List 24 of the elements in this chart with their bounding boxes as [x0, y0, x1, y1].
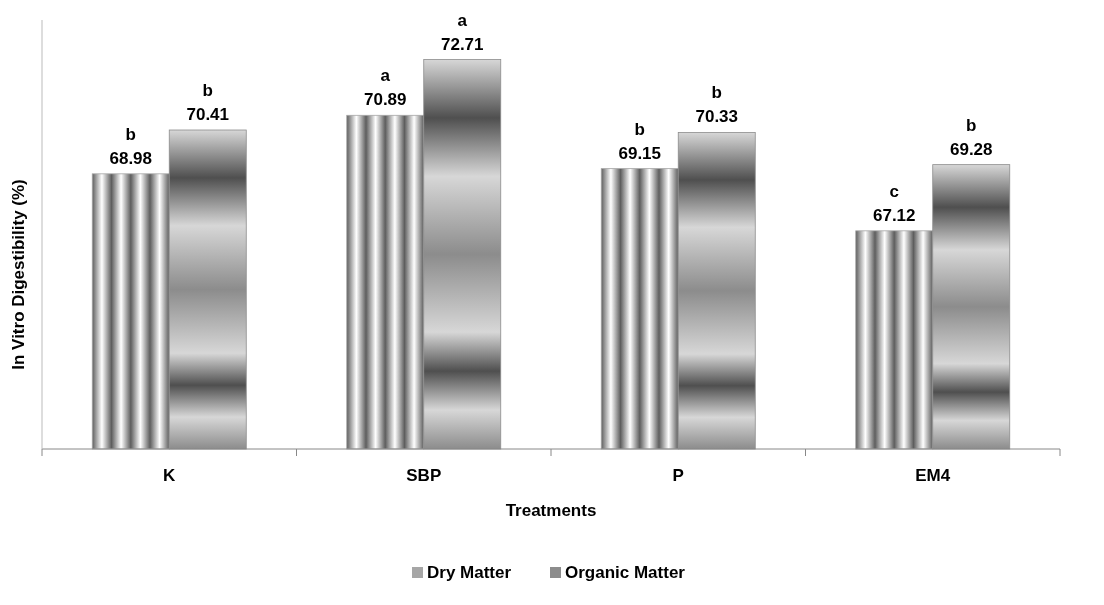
data-label: 70.89: [363, 90, 407, 110]
annotation: b: [634, 119, 645, 139]
annotation: a: [380, 66, 391, 86]
annotation: b: [125, 124, 136, 144]
data-label: 69.15: [618, 143, 662, 163]
x-tick-label: K: [163, 466, 177, 485]
y-axis-title: In Vitro Digestibility (%): [9, 179, 28, 370]
data-label: 70.41: [186, 105, 230, 125]
annotation: b: [711, 83, 722, 103]
data-label: 70.33: [695, 107, 739, 127]
data-label: 69.28: [949, 139, 993, 159]
annotation: a: [457, 10, 468, 30]
annotation: b: [966, 115, 977, 135]
annotation: c: [889, 181, 899, 201]
x-axis-title: Treatments: [505, 501, 597, 520]
data-label: 72.71: [440, 34, 484, 54]
x-tick-label: EM4: [915, 466, 951, 485]
data-label: 67.12: [872, 205, 916, 225]
data-label: 68.98: [109, 148, 153, 168]
legend-label: Organic Matter: [565, 563, 686, 582]
x-tick-label: P: [672, 466, 684, 485]
x-tick-label: SBP: [406, 466, 442, 485]
annotation: b: [202, 81, 213, 101]
legend-label: Dry Matter: [427, 563, 512, 582]
